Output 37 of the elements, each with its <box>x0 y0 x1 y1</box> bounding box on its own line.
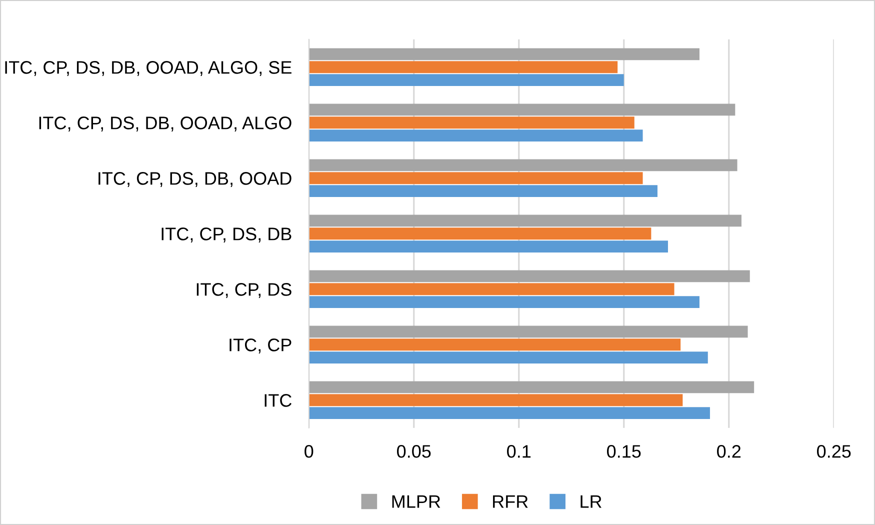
bar <box>308 185 658 198</box>
bar <box>308 338 681 351</box>
bar <box>308 296 700 308</box>
bar <box>308 214 742 227</box>
bar <box>308 116 634 129</box>
y-tick-label: ITC, CP, DS, DB <box>162 228 292 242</box>
bar <box>308 159 738 172</box>
legend-label: LR <box>580 495 602 508</box>
legend-label: RFR <box>493 495 528 508</box>
y-tick-label: ITC <box>264 394 292 407</box>
x-tick-label: 0.05 <box>397 445 431 458</box>
bar <box>308 104 736 116</box>
y-tick-label: ITC, CP, DS, DB, OOAD, ALGO, SE <box>5 61 292 76</box>
y-tick-label: ITC, CP <box>230 338 292 354</box>
bar <box>308 74 624 86</box>
bar <box>308 61 618 74</box>
bar <box>308 283 674 296</box>
y-tick-label: ITC, CP, DS, DB, OOAD, ALGO <box>39 116 292 132</box>
bar <box>308 270 750 282</box>
legend-label: MLPR <box>392 495 440 508</box>
bar <box>308 172 643 184</box>
x-tick-label: 0.1 <box>507 445 531 458</box>
bar <box>308 228 652 240</box>
x-tick-label: 0.25 <box>817 445 851 458</box>
bar <box>308 326 748 338</box>
x-tick-label: 0.2 <box>717 445 741 458</box>
bar <box>308 352 708 364</box>
bar <box>308 240 668 253</box>
bar <box>308 48 700 60</box>
y-tick-label: ITC, CP, DS <box>196 283 292 298</box>
bar <box>308 381 754 394</box>
x-tick-label: 0 <box>304 445 314 458</box>
y-tick-label: ITC, CP, DS, DB, OOAD <box>98 172 292 187</box>
bar <box>308 407 710 420</box>
bar <box>308 130 643 142</box>
x-tick-label: 0.15 <box>607 445 641 458</box>
bar <box>308 394 683 406</box>
